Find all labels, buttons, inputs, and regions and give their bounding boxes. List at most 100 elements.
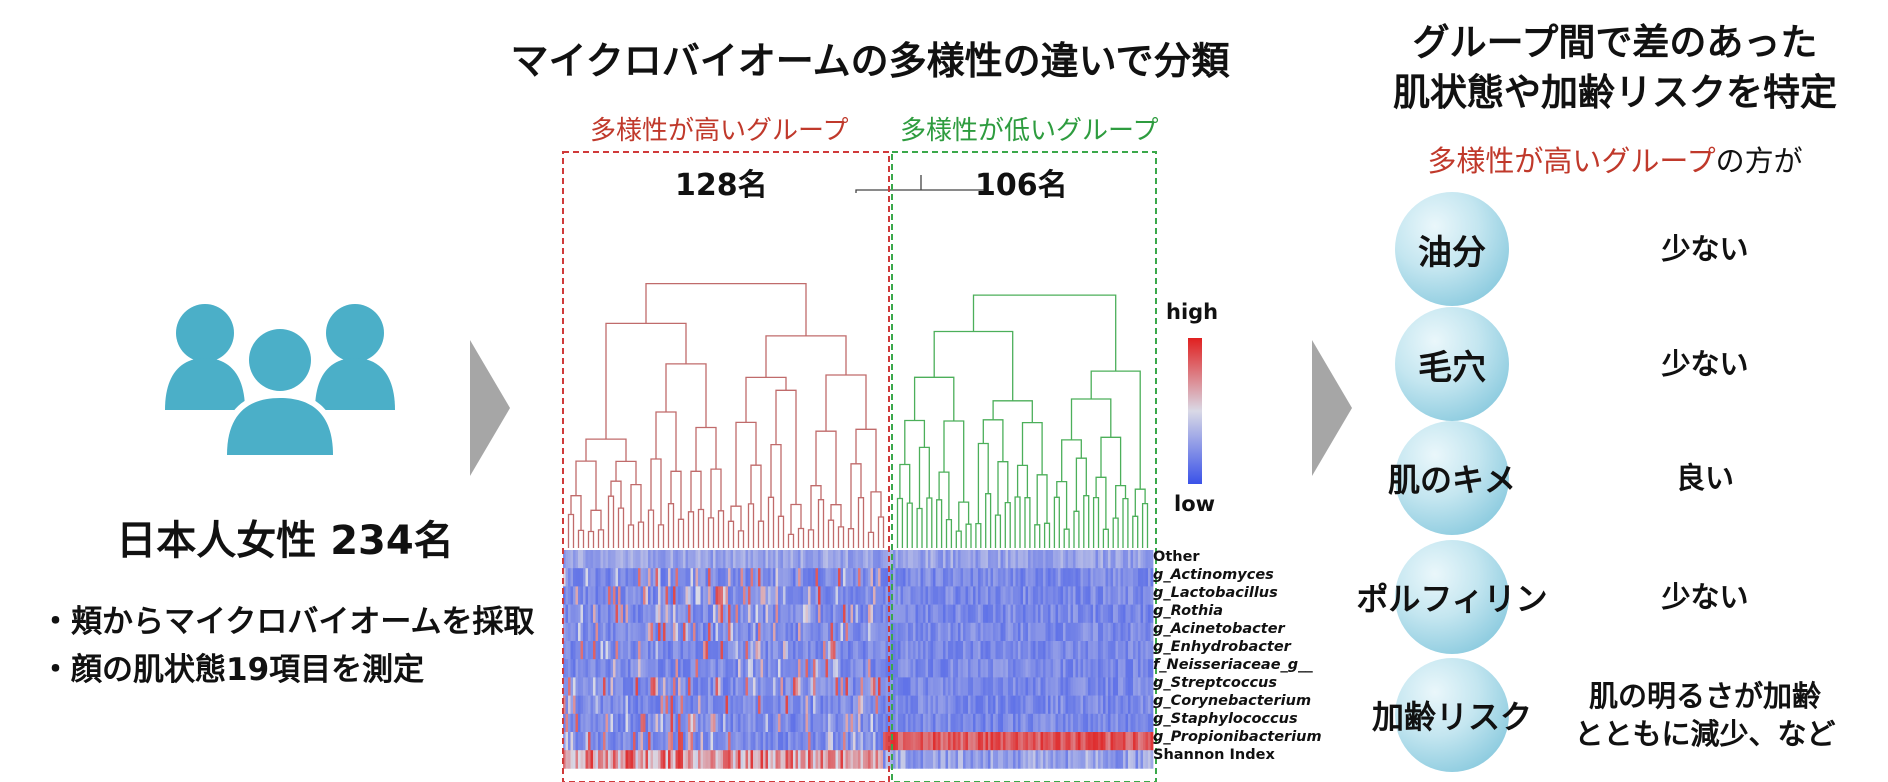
heatmap-cell	[1088, 568, 1091, 587]
heatmap-cell	[670, 641, 674, 660]
heatmap-cell	[735, 550, 739, 569]
heatmap-cell	[1065, 750, 1069, 769]
heatmap-cell	[1020, 732, 1024, 751]
heatmap-cell	[803, 568, 806, 587]
heatmap-cell	[785, 659, 789, 678]
heatmap-cell	[568, 604, 571, 624]
heatmap-cell	[730, 677, 734, 696]
heatmap-cell	[860, 622, 864, 642]
heatmap-cell	[688, 586, 691, 605]
heatmap-cell	[583, 586, 586, 605]
heatmap-cell	[703, 659, 706, 678]
heatmap-cell	[1138, 550, 1141, 569]
heatmap-cell	[813, 604, 816, 624]
heatmap-cell	[990, 732, 994, 751]
heatmap-cell	[820, 750, 824, 769]
heatmap-cell	[773, 604, 776, 624]
heatmap-cell	[665, 713, 669, 733]
heatmap-cell	[1120, 641, 1124, 660]
heatmap-cell	[680, 695, 684, 715]
heatmap-cell	[598, 586, 601, 605]
heatmap-cell	[975, 695, 979, 715]
heatmap-cell	[718, 641, 721, 660]
dendrogram-branch	[1102, 528, 1109, 548]
heatmap-cell	[638, 568, 641, 587]
heatmap-cell	[595, 622, 599, 642]
heatmap-cell	[740, 713, 744, 733]
heatmap-cell	[575, 622, 579, 642]
heatmap-cell	[695, 568, 699, 587]
heatmap-cell	[1080, 641, 1084, 660]
heatmap-cell	[850, 586, 854, 605]
heatmap-cell	[678, 550, 681, 569]
heatmap-cell	[825, 568, 829, 587]
heatmap-cell	[655, 550, 659, 569]
heatmap-cell	[788, 622, 791, 642]
heatmap-cell	[648, 713, 651, 733]
heatmap-cell	[798, 550, 801, 569]
heatmap-cell	[1035, 550, 1039, 569]
heatmap-cell	[880, 586, 884, 605]
heatmap-cell	[670, 604, 674, 624]
heatmap-cell	[608, 604, 611, 624]
heatmap-cell	[1008, 641, 1011, 660]
finding-bubble: 毛穴	[1395, 307, 1509, 421]
heatmap-cell	[1150, 586, 1154, 605]
heatmap-cell	[830, 568, 834, 587]
heatmap-cell	[1005, 732, 1009, 751]
heatmap-cell	[948, 659, 951, 678]
heatmap-cell	[630, 586, 634, 605]
heatmap-cell	[910, 659, 914, 678]
heatmap-cell	[873, 695, 876, 715]
finding-label: 油分	[1418, 232, 1486, 273]
heatmap-cell	[1140, 659, 1144, 678]
heatmap-cell	[678, 750, 681, 769]
heatmap-cell	[713, 622, 716, 642]
heatmap-cell	[655, 659, 659, 678]
heatmap-cell	[708, 750, 711, 769]
heatmap-cell	[813, 622, 816, 642]
heatmap-cell	[843, 750, 846, 769]
heatmap-cell	[1078, 677, 1081, 696]
heatmap-cell	[733, 550, 736, 569]
heatmap-cell	[668, 732, 671, 751]
heatmap-cell	[1000, 750, 1004, 769]
dendrogram-branch	[899, 463, 911, 504]
heatmap-cell	[588, 659, 591, 678]
heatmap-cell	[730, 695, 734, 715]
heatmap-cell	[1123, 659, 1126, 678]
heatmap-cell	[1063, 604, 1066, 624]
heatmap-cell	[833, 732, 836, 751]
heatmap-cell	[1033, 750, 1036, 769]
heatmap-cell	[920, 622, 924, 642]
heatmap-cell	[693, 750, 696, 769]
heatmap-cell	[613, 550, 616, 569]
heatmap-cell	[628, 695, 631, 715]
heatmap-cell	[675, 550, 679, 569]
heatmap-cell	[1108, 604, 1111, 624]
heatmap-cell	[853, 659, 856, 678]
heatmap-cell	[1030, 732, 1034, 751]
heatmap-cell	[833, 713, 836, 733]
heatmap-cell	[670, 732, 674, 751]
heatmap-cell	[573, 732, 576, 751]
dendrogram-branch	[857, 497, 865, 548]
heatmap-cell	[1010, 568, 1014, 587]
heatmap-cell	[1093, 622, 1096, 642]
dendrogram-branch	[567, 513, 575, 548]
heatmap-cell	[678, 586, 681, 605]
heatmap-cell	[1010, 659, 1014, 678]
heatmap-cell	[890, 622, 894, 642]
heatmap-cell	[708, 550, 711, 569]
heatmap-cell	[1098, 550, 1101, 569]
heatmap-cell	[1133, 586, 1136, 605]
heatmap-cell	[1038, 641, 1041, 660]
heatmap-cell	[1005, 713, 1009, 733]
heatmap-cell	[593, 750, 596, 769]
heatmap-cell	[1143, 713, 1146, 733]
heatmap-cell	[1135, 550, 1139, 569]
heatmap-cell	[758, 622, 761, 642]
heatmap-cell	[980, 641, 984, 660]
heatmap-cell	[1095, 550, 1099, 569]
heatmap-cell	[703, 695, 706, 715]
